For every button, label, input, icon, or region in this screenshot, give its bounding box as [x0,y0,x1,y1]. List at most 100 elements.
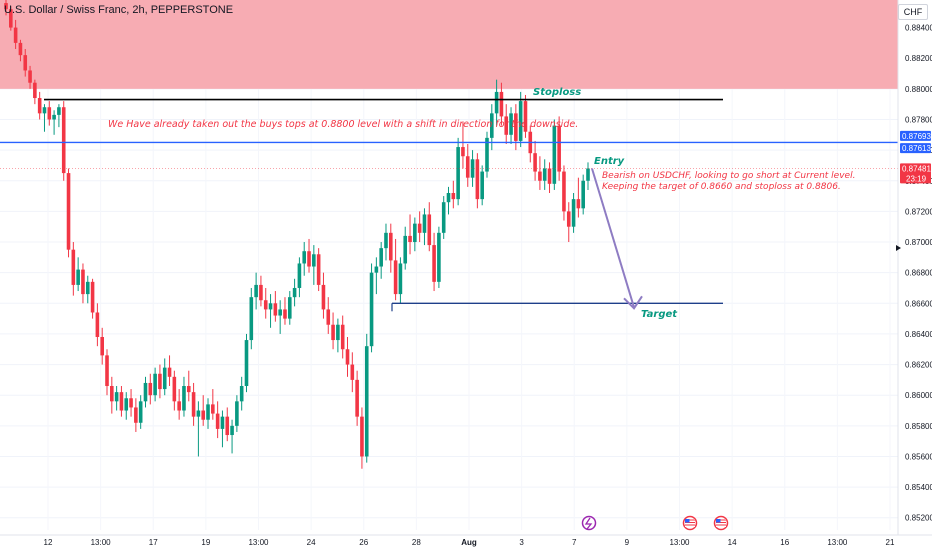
candle-body [81,269,85,295]
candle [186,370,191,402]
stoploss-label: Stoploss [533,87,581,98]
candle-body [42,107,47,114]
symbol-title[interactable]: U.S. Dollar / Swiss Franc, 2h, PEPPERSTO… [4,4,234,16]
candle-body [316,254,321,285]
chart-grid [0,0,898,530]
candle [172,370,177,411]
candle [441,196,446,239]
candle [287,291,292,325]
candle [297,257,302,298]
candle-body [533,153,537,172]
candle [432,232,436,292]
candle [379,242,383,279]
main-note: We Have already taken out the buys tops … [108,119,578,130]
candle-body [134,407,138,423]
candle-body [345,349,350,365]
y-tick-label: 0.85800 [905,422,932,431]
candle-body [586,168,590,181]
candle [360,407,364,469]
candle-body [326,309,331,325]
candle [215,401,220,439]
candle [456,137,460,206]
candle [110,376,114,414]
candle-body [235,401,239,426]
candle-body [384,232,388,249]
candle-body [28,70,32,83]
candle [182,376,186,417]
candle-body [393,260,398,295]
candle-body [552,125,557,184]
level-lines [0,98,898,312]
candle-body [182,386,186,411]
candle [509,107,513,144]
candle [388,223,393,273]
plan-line-1: Bearish on USDCHF, looking to go short a… [602,171,855,181]
candle-body [268,303,273,310]
candlestick-series [4,0,590,469]
candle-body [292,287,297,298]
candle [211,389,215,420]
candle-body [413,223,417,243]
candle [33,79,37,105]
candle [42,104,47,132]
candle [465,143,470,187]
candle-body [201,410,206,420]
candle [571,193,576,233]
candle-body [557,125,561,172]
candle [230,419,234,454]
x-tick-label: 9 [625,538,630,547]
candle-body [138,401,143,423]
plan-line-2: Keeping the target of 0.8660 and stoplos… [602,182,841,192]
candle-body [119,392,124,411]
candle [244,333,249,393]
price-badge-label: 0.87613 [902,144,931,153]
candle [316,248,321,292]
y-tick-label: 0.86200 [905,361,932,370]
candle [326,297,331,334]
candle-body [331,324,335,341]
us-flag-icon[interactable] [682,515,698,531]
candle-body [259,284,263,301]
candle-body [153,373,157,396]
time-axis[interactable]: 12 13:00 17 19 13:00 24 26 28 Aug 3 7 9 13:00 14 16 13:… [0,534,932,547]
candle [340,315,345,359]
candle-body [312,254,316,267]
candle [292,278,297,307]
candle [355,370,359,426]
candle-body [23,55,28,71]
candle [533,140,537,181]
candle-body [191,392,196,417]
candle-body [162,367,167,390]
candle-body [432,245,436,282]
candle-body [186,386,191,393]
candle-body [196,410,201,417]
lightning-icon[interactable] [581,515,597,531]
us-flag-icon[interactable] [713,515,729,531]
candle [562,165,566,221]
candle [100,327,104,365]
candle-body [523,101,528,132]
candle-body [263,300,268,310]
candle [114,386,119,411]
y-tick-label: 0.86800 [905,269,932,278]
candle-body [456,147,460,200]
candle [403,226,408,270]
candle [350,352,355,393]
candle-body [110,386,114,402]
y-tick-label: 0.87200 [905,207,932,216]
candle-body [398,263,403,295]
candle [13,19,18,50]
candle-body [206,404,210,420]
price-axis[interactable]: 0.85200 0.85400 0.85600 0.85800 0.86000 0.862… [897,0,932,550]
candle [480,165,484,206]
candle [81,263,85,304]
candle [542,159,547,190]
candle-body [470,159,475,178]
currency-button[interactable]: CHF [898,4,928,20]
candle [528,125,533,163]
candle [374,257,379,295]
candle [52,110,56,135]
candle [37,91,42,120]
candle [393,238,398,301]
